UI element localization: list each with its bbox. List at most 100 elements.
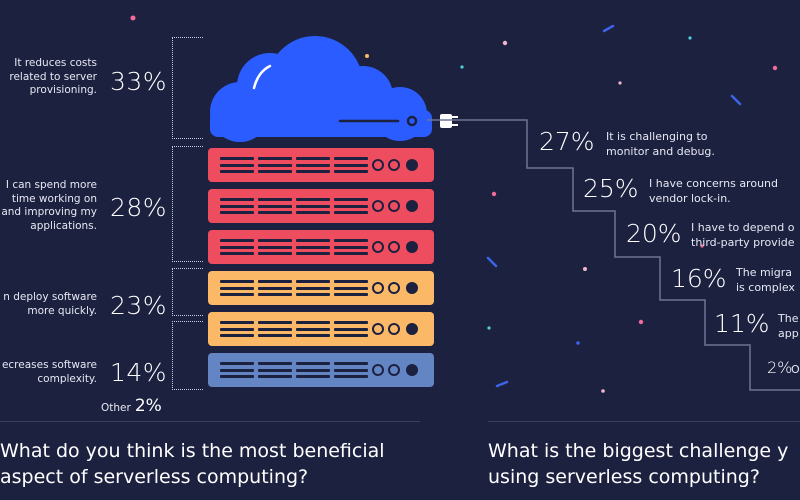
challenge-4-percent: 16% (671, 264, 727, 293)
server-unit-3 (208, 230, 434, 264)
server-vent (258, 157, 292, 160)
server-vent (258, 198, 292, 201)
server-vent (334, 280, 368, 283)
challenge-3-percent: 20% (626, 219, 682, 248)
benefit-3-text: n deploy software more quickly. (3, 291, 97, 317)
server-status-ring (372, 364, 384, 376)
server-vent (220, 362, 254, 365)
server-vent (296, 280, 330, 283)
server-vent (296, 245, 330, 249)
server-vent (220, 334, 254, 337)
server-status-ring (372, 241, 384, 253)
server-vent (220, 293, 254, 296)
server-vent (296, 198, 330, 201)
server-vent (258, 239, 292, 242)
server-vent (220, 375, 254, 378)
left-divider (0, 421, 420, 422)
server-vent (296, 252, 330, 255)
server-vent (296, 239, 330, 242)
server-vent (334, 362, 368, 365)
server-vent (296, 327, 330, 331)
benefit-2-text: I can spend more time working on and imp… (1, 179, 97, 232)
server-status-ring (388, 241, 400, 253)
server-vent (258, 286, 292, 290)
server-vent (220, 170, 254, 173)
server-vent (220, 204, 254, 208)
benefit-other-label: Other (101, 402, 131, 414)
server-status-ring (388, 282, 400, 294)
server-vent (334, 204, 368, 208)
server-vent (258, 280, 292, 283)
server-power-light (406, 364, 418, 376)
server-vent (334, 157, 368, 160)
server-vent (334, 211, 368, 214)
left-question: What do you think is the most beneficial… (0, 440, 385, 488)
bracket-complexity (172, 321, 203, 390)
server-vent (334, 163, 368, 167)
benefit-other-percent: 2% (134, 396, 162, 416)
server-vent (220, 245, 254, 249)
server-power-light (406, 200, 418, 212)
server-unit-2 (208, 189, 434, 223)
server-vent (334, 327, 368, 331)
server-vent (258, 170, 292, 173)
challenge-4-text: The migra is complex (736, 266, 795, 294)
challenge-1-percent: 27% (539, 127, 595, 156)
server-vent (258, 204, 292, 208)
benefit-4-text: ecreases software complexity. (1, 359, 97, 385)
bracket-time (172, 146, 203, 262)
server-vent (258, 362, 292, 365)
server-vent (258, 334, 292, 337)
server-unit-1 (208, 148, 434, 182)
server-vent (258, 368, 292, 372)
challenge-5-percent: 11% (714, 309, 770, 338)
challenge-3-text: I have to depend o third-party provide (691, 221, 795, 249)
server-vent (258, 293, 292, 296)
right-divider (488, 421, 800, 422)
server-power-light (406, 323, 418, 335)
server-vent (296, 211, 330, 214)
server-vent (334, 198, 368, 201)
server-vent (296, 157, 330, 160)
server-vent (296, 170, 330, 173)
benefit-1-text: It reduces costs related to server provi… (9, 57, 97, 96)
server-power-light (406, 241, 418, 253)
server-vent (220, 321, 254, 324)
benefit-2-percent: 28% (110, 193, 168, 222)
server-power-light (406, 282, 418, 294)
server-vent (334, 245, 368, 249)
server-power-light (406, 159, 418, 171)
challenge-5-text: The app (778, 312, 799, 340)
server-vent (258, 211, 292, 214)
challenge-1-text: It is challenging to monitor and debug. (606, 130, 715, 158)
server-status-ring (372, 323, 384, 335)
cloud-icon (210, 36, 458, 142)
server-vent (296, 362, 330, 365)
server-vent (334, 293, 368, 296)
server-status-ring (372, 282, 384, 294)
server-vent (220, 327, 254, 331)
server-vent (220, 163, 254, 167)
server-vent (334, 334, 368, 337)
challenge-6-percent: 2% (767, 358, 793, 377)
server-status-ring (388, 364, 400, 376)
server-status-ring (388, 200, 400, 212)
server-vent (220, 286, 254, 290)
server-unit-6 (208, 353, 434, 387)
server-vent (334, 252, 368, 255)
server-vent (220, 280, 254, 283)
server-unit-4 (208, 271, 434, 305)
right-question: What is the biggest challenge y using se… (488, 440, 789, 488)
benefit-other-row: Other 2% (101, 396, 162, 416)
server-vent (258, 327, 292, 331)
server-vent (220, 157, 254, 160)
server-status-ring (372, 200, 384, 212)
server-vent (334, 321, 368, 324)
server-status-ring (372, 159, 384, 171)
server-vent (334, 239, 368, 242)
bracket-deploy (172, 268, 203, 316)
server-vent (296, 204, 330, 208)
challenge-2-text: I have concerns around vendor lock-in. (649, 177, 778, 205)
